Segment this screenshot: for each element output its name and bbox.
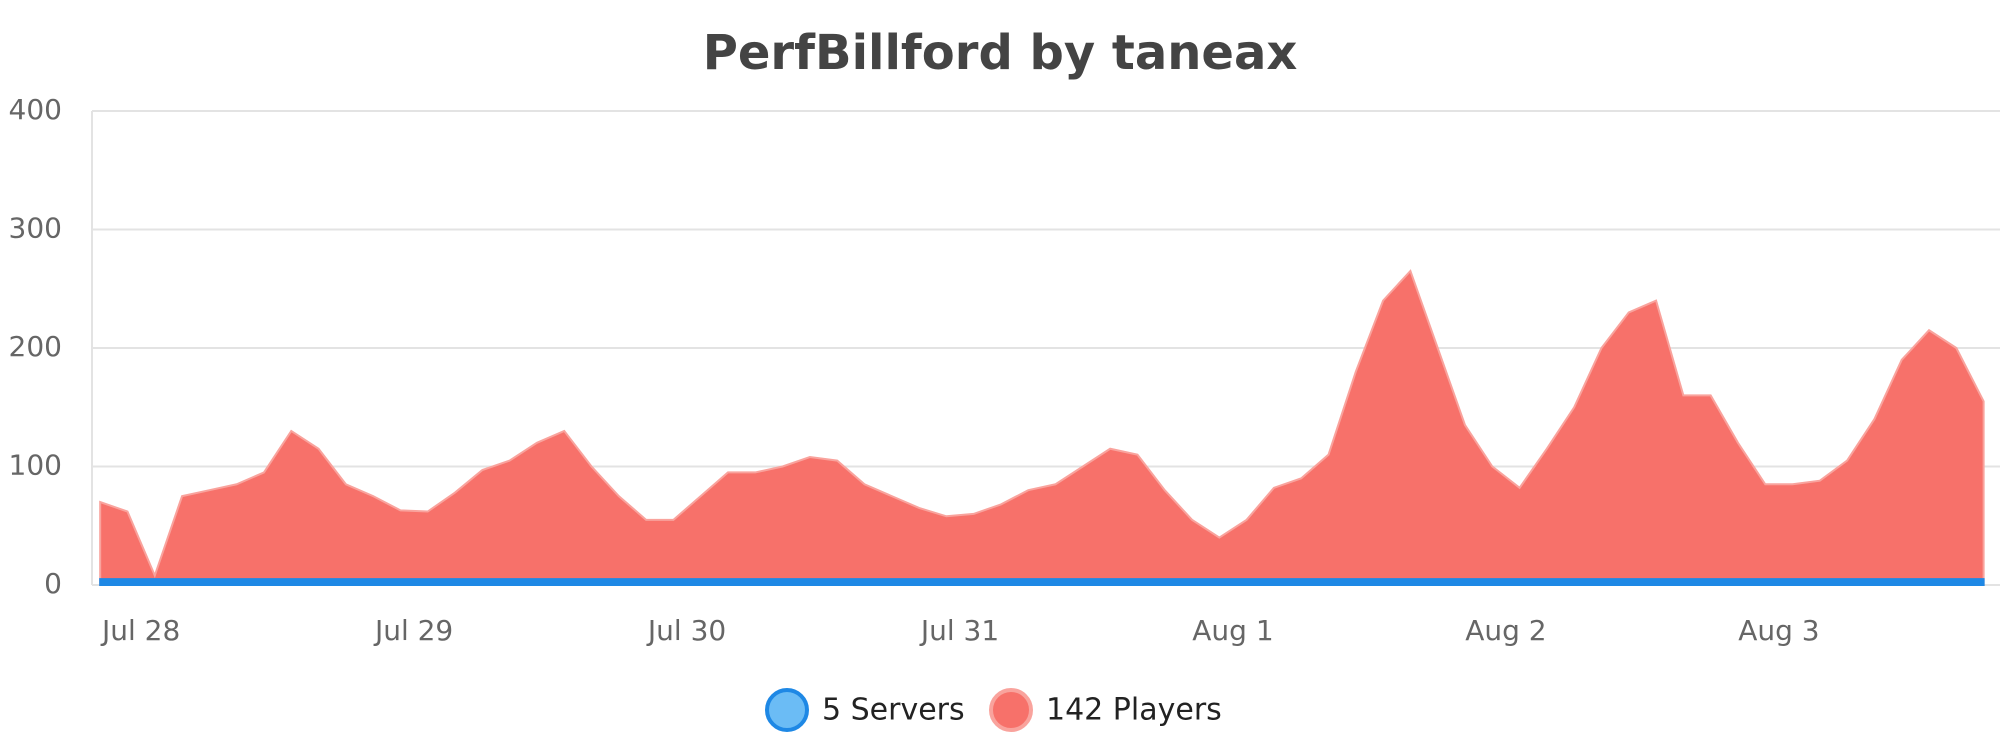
chart-title: PerfBillford by taneax <box>703 25 1298 81</box>
x-tick-label: Jul 31 <box>919 614 999 647</box>
x-tick-label: Aug 2 <box>1465 614 1546 647</box>
legend-swatch <box>989 688 1033 732</box>
area <box>99 578 1985 586</box>
y-tick-label: 100 <box>9 449 62 482</box>
y-tick-label: 400 <box>9 93 62 126</box>
y-tick-label: 200 <box>9 330 62 363</box>
y-tick-label: 0 <box>44 567 62 600</box>
legend-swatch <box>765 688 809 732</box>
legend-label: 5 Servers <box>822 693 965 728</box>
legend-label: 142 Players <box>1046 693 1222 728</box>
y-tick-label: 300 <box>9 212 62 245</box>
x-tick-label: Jul 30 <box>646 614 726 647</box>
area <box>99 269 1985 586</box>
x-tick-label: Aug 3 <box>1738 614 1819 647</box>
x-tick-label: Aug 1 <box>1192 614 1273 647</box>
x-tick-label: Jul 28 <box>100 614 180 647</box>
x-tick-label: Jul 29 <box>373 614 453 647</box>
